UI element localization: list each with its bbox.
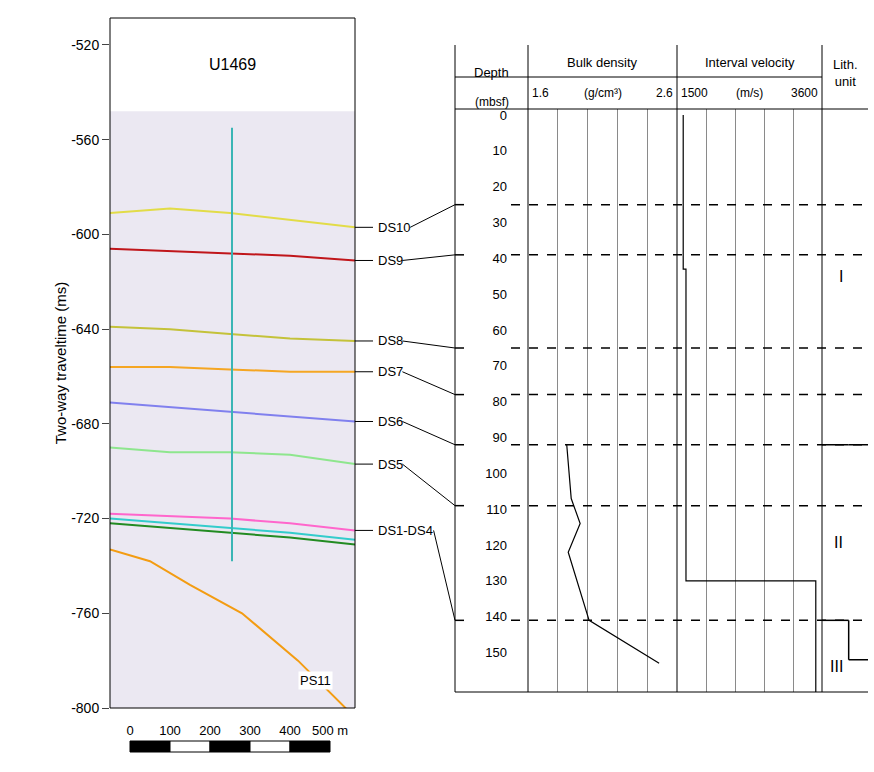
svg-text:Lith.unit: Lith.unit [833,57,858,89]
svg-text:III: III [830,658,843,675]
svg-text:50: 50 [493,287,507,302]
svg-text:20: 20 [493,179,507,194]
svg-text:-680: -680 [71,416,99,432]
svg-text:2.6: 2.6 [656,86,673,100]
svg-text:DS6: DS6 [378,414,403,429]
svg-text:500 m: 500 m [312,723,348,738]
svg-text:U1469: U1469 [209,56,256,73]
svg-text:Bulk density: Bulk density [567,55,638,70]
svg-text:-720: -720 [71,510,99,526]
svg-text:30: 30 [493,215,507,230]
svg-text:400: 400 [279,723,301,738]
svg-text:90: 90 [493,430,507,445]
svg-text:Depth: Depth [474,65,509,80]
svg-text:0: 0 [500,108,507,123]
svg-text:PS11: PS11 [300,673,331,688]
svg-text:-600: -600 [71,226,99,242]
svg-text:130: 130 [485,573,507,588]
svg-text:DS8: DS8 [378,333,403,348]
svg-text:110: 110 [486,502,507,517]
svg-text:(g/cm³): (g/cm³) [584,86,622,100]
svg-text:II: II [834,534,843,551]
svg-text:-640: -640 [71,321,99,337]
svg-text:100: 100 [159,723,181,738]
svg-text:-560: -560 [71,132,99,148]
svg-text:1500: 1500 [681,86,708,100]
svg-text:DS1-DS4: DS1-DS4 [378,523,433,538]
svg-text:DS5: DS5 [378,457,403,472]
svg-text:(m/s): (m/s) [736,86,763,100]
svg-text:-800: -800 [71,700,99,716]
svg-text:40: 40 [493,251,507,266]
svg-text:Two-way traveltime (ms): Two-way traveltime (ms) [52,282,69,445]
svg-text:-520: -520 [71,37,99,53]
svg-text:200: 200 [199,723,221,738]
svg-text:80: 80 [493,394,507,409]
svg-text:70: 70 [493,358,507,373]
svg-text:1.6: 1.6 [532,86,549,100]
svg-text:3600: 3600 [791,86,818,100]
svg-text:150: 150 [485,645,507,660]
svg-text:140: 140 [485,609,507,624]
svg-text:I: I [839,268,843,285]
svg-text:300: 300 [239,723,261,738]
svg-text:60: 60 [493,323,507,338]
svg-text:DS9: DS9 [378,253,403,268]
svg-text:120: 120 [485,538,507,553]
svg-text:Interval velocity: Interval velocity [705,55,795,70]
svg-text:0: 0 [126,723,133,738]
svg-text:-760: -760 [71,605,99,621]
svg-text:DS10: DS10 [378,220,411,235]
svg-text:(mbsf): (mbsf) [475,95,509,109]
svg-text:DS7: DS7 [378,364,403,379]
svg-text:100: 100 [485,466,507,481]
svg-text:10: 10 [493,143,507,158]
